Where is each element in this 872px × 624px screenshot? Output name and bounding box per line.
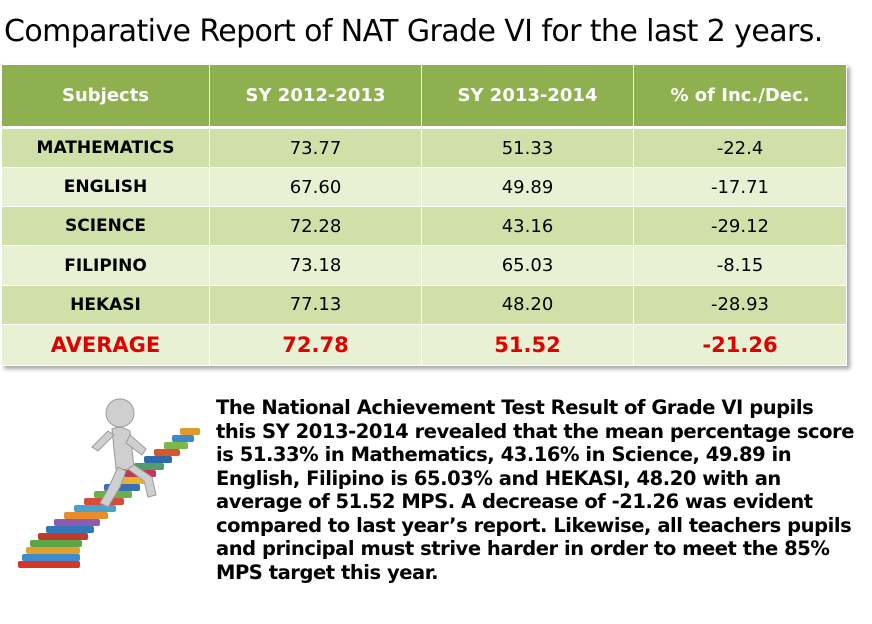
table-row: SCIENCE 72.28 43.16 -29.12 [1,206,847,247]
change-cell: -28.93 [633,284,847,325]
table-row: MATHEMATICS 73.77 51.33 -22.4 [1,126,847,169]
change-cell: -22.4 [633,126,847,169]
value-cell: 67.60 [209,167,422,208]
table-row: HEKASI 77.13 48.20 -28.93 [1,284,847,325]
average-value-2013: 51.52 [421,323,634,367]
value-cell: 51.33 [421,126,634,169]
value-cell: 49.89 [421,167,634,208]
comparison-table: Subjects SY 2012-2013 SY 2013-2014 % of … [1,64,847,367]
value-cell: 77.13 [209,284,422,325]
climbing-figure-icon [91,398,157,508]
subject-cell: FILIPINO [1,245,210,286]
average-change: -21.26 [633,323,847,367]
subject-cell: MATHEMATICS [1,126,210,169]
change-cell: -17.71 [633,167,847,208]
header-sy-2012-2013: SY 2012-2013 [209,64,422,129]
subject-cell: HEKASI [1,284,210,325]
value-cell: 72.28 [209,206,422,247]
value-cell: 48.20 [421,284,634,325]
header-sy-2013-2014: SY 2013-2014 [421,64,634,129]
average-value-2012: 72.78 [209,323,422,367]
average-row: AVERAGE 72.78 51.52 -21.26 [1,323,847,367]
table-header-row: Subjects SY 2012-2013 SY 2013-2014 % of … [1,64,847,129]
change-cell: -8.15 [633,245,847,286]
table-row: ENGLISH 67.60 49.89 -17.71 [1,167,847,208]
summary-paragraph: The National Achievement Test Result of … [216,396,854,584]
value-cell: 73.18 [209,245,422,286]
header-subjects: Subjects [1,64,210,129]
change-cell: -29.12 [633,206,847,247]
average-label: AVERAGE [1,323,210,367]
value-cell: 73.77 [209,126,422,169]
subject-cell: ENGLISH [1,167,210,208]
value-cell: 65.03 [421,245,634,286]
header-change: % of Inc./Dec. [633,64,847,129]
figure-climbing-book-stairs-icon [18,398,200,568]
value-cell: 43.16 [421,206,634,247]
subject-cell: SCIENCE [1,206,210,247]
table-row: FILIPINO 73.18 65.03 -8.15 [1,245,847,286]
book-stack-icon [18,428,200,568]
page-title: Comparative Report of NAT Grade VI for t… [4,14,823,49]
